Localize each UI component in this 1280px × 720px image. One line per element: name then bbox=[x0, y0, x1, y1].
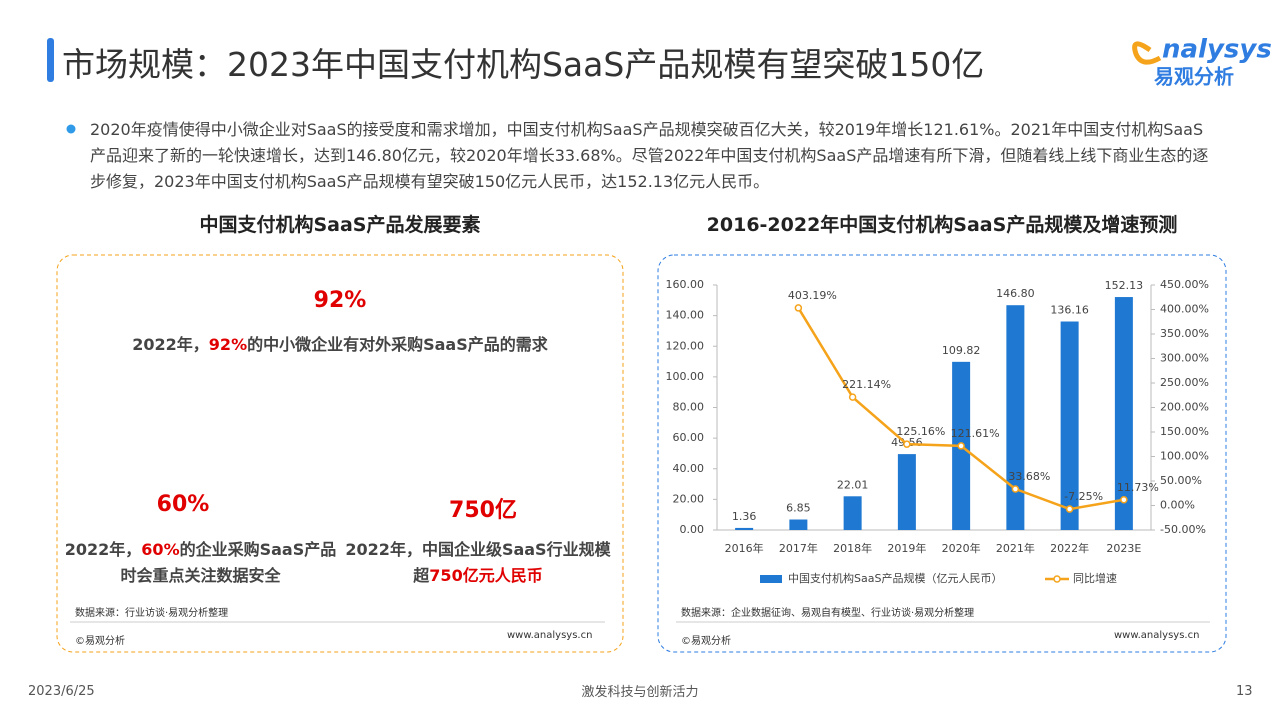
url: www.analysys.cn bbox=[507, 630, 593, 641]
bar bbox=[1114, 297, 1133, 530]
y2-tick-label: 450.00% bbox=[1160, 278, 1209, 291]
bar bbox=[789, 519, 808, 530]
y2-tick-label: 50.00% bbox=[1160, 474, 1202, 487]
panel-title: 中国支付机构SaaS产品发展要素 bbox=[199, 214, 481, 236]
copyright: ©易观分析 bbox=[75, 636, 125, 647]
legend-label: 中国支付机构SaaS产品规模（亿元人民币） bbox=[788, 571, 1002, 585]
y2-tick-label: 0.00% bbox=[1160, 499, 1195, 512]
y-tick-label: 40.00 bbox=[673, 462, 705, 475]
line-label: 33.68% bbox=[1008, 470, 1050, 483]
y2-tick-label: 100.00% bbox=[1160, 450, 1209, 463]
x-tick-label: 2022年 bbox=[1050, 541, 1089, 555]
logo-wordmark: nalysys bbox=[1162, 35, 1272, 65]
x-tick-label: 2018年 bbox=[833, 541, 872, 555]
y-tick-label: 0.00 bbox=[680, 523, 705, 536]
line-point bbox=[903, 440, 911, 448]
bar bbox=[1060, 321, 1079, 530]
item-text: 2022年，92%的中小微企业有对外采购SaaS产品的需求 bbox=[57, 332, 623, 358]
text: 2022年，中国企业级SaaS行业规模超 bbox=[345, 540, 611, 585]
bullet-text: 2020年疫情使得中小微企业对SaaS的接受度和需求增加，中国支付机构SaaS产… bbox=[90, 120, 1209, 191]
bar bbox=[1006, 305, 1025, 530]
item-text: 2022年，中国企业级SaaS行业规模超750亿元人民币 bbox=[343, 537, 613, 589]
line-label: 11.73% bbox=[1117, 481, 1159, 494]
y-tick-label: 120.00 bbox=[666, 339, 705, 352]
bar-label: 6.85 bbox=[786, 502, 811, 515]
line-point bbox=[1120, 496, 1128, 504]
slide-title: 市场规模：2023年中国支付机构SaaS产品规模有望突破150亿 bbox=[62, 45, 985, 84]
y-tick-label: 80.00 bbox=[673, 401, 705, 414]
line-label: 121.61% bbox=[951, 427, 1000, 440]
right-box bbox=[657, 254, 1227, 653]
bar-label: 109.82 bbox=[942, 344, 981, 357]
x-tick-label: 2017年 bbox=[779, 541, 818, 555]
text: 2022年， bbox=[64, 540, 142, 559]
line-label: -7.25% bbox=[1064, 490, 1103, 503]
y2-tick-label: 300.00% bbox=[1160, 352, 1209, 365]
line-label: 403.19% bbox=[788, 289, 837, 302]
line-point bbox=[848, 393, 857, 401]
logo-swoosh bbox=[1132, 41, 1162, 65]
copyright: ©易观分析 bbox=[681, 636, 731, 647]
slogan: 激发科技与创新活力 bbox=[581, 685, 699, 700]
url: www.analysys.cn bbox=[1114, 630, 1200, 641]
x-tick-label: 2016年 bbox=[725, 541, 764, 555]
x-tick-label: 2023E bbox=[1106, 542, 1141, 555]
bar bbox=[735, 527, 754, 530]
line-point bbox=[957, 442, 965, 450]
highlight: 92% bbox=[208, 335, 248, 354]
figure: 92% bbox=[313, 288, 367, 313]
bar bbox=[897, 454, 916, 530]
bar-label: 1.36 bbox=[732, 510, 757, 523]
text: 2022年， bbox=[132, 335, 209, 354]
title-accent bbox=[47, 38, 54, 82]
date: 2023/6/25 bbox=[28, 684, 95, 699]
text: 的企业采购SaaS产品时会重点关注数据安全 bbox=[120, 540, 337, 585]
y-tick-label: 100.00 bbox=[666, 370, 705, 383]
line-point bbox=[1065, 505, 1074, 513]
chart-title: 2016-2022年中国支付机构SaaS产品规模及增速预测 bbox=[706, 214, 1178, 236]
line-point bbox=[1011, 485, 1020, 493]
highlight: 60% bbox=[141, 540, 180, 559]
bar-label: 136.16 bbox=[1050, 304, 1089, 317]
legend-swatch bbox=[760, 575, 782, 583]
page-number: 13 bbox=[1236, 684, 1253, 699]
text: 的中小微企业有对外采购SaaS产品的需求 bbox=[247, 335, 548, 354]
y-tick-label: 60.00 bbox=[673, 431, 705, 444]
legend-label: 同比增速 bbox=[1073, 571, 1117, 585]
bar bbox=[843, 496, 862, 530]
y2-tick-label: 250.00% bbox=[1160, 376, 1209, 389]
y2-tick-label: 200.00% bbox=[1160, 401, 1209, 414]
logo-name: 易观分析 bbox=[1154, 65, 1234, 89]
highlight: 750亿元人民币 bbox=[429, 566, 543, 585]
y-tick-label: 160.00 bbox=[666, 278, 705, 291]
y-tick-label: 140.00 bbox=[666, 309, 705, 322]
y2-tick-label: 350.00% bbox=[1160, 327, 1209, 340]
source: 数据来源：企业数据征询、易观自有模型、行业访谈·易观分析整理 bbox=[681, 608, 975, 619]
line-label: 125.16% bbox=[896, 425, 945, 438]
y2-tick-label: 150.00% bbox=[1160, 425, 1209, 438]
y2-tick-label: -50.00% bbox=[1160, 523, 1206, 536]
bar-label: 146.80 bbox=[996, 287, 1035, 300]
bullet-dot bbox=[66, 124, 76, 134]
y2-tick-label: 400.00% bbox=[1160, 303, 1209, 316]
bar-label: 22.01 bbox=[837, 478, 869, 491]
left-box bbox=[56, 254, 624, 653]
bar-label: 152.13 bbox=[1105, 279, 1144, 292]
line-label: 221.14% bbox=[842, 378, 891, 391]
x-tick-label: 2020年 bbox=[942, 541, 981, 555]
item-text: 2022年，60%的企业采购SaaS产品时会重点关注数据安全 bbox=[63, 537, 338, 589]
figure: 750亿 bbox=[449, 498, 517, 523]
y-tick-label: 20.00 bbox=[673, 492, 705, 505]
x-tick-label: 2021年 bbox=[996, 541, 1035, 555]
figure: 60% bbox=[156, 492, 210, 517]
line-point bbox=[794, 304, 803, 312]
source: 数据来源：行业访谈·易观分析整理 bbox=[75, 608, 229, 619]
legend-swatch bbox=[1053, 575, 1061, 583]
x-tick-label: 2019年 bbox=[887, 541, 926, 555]
